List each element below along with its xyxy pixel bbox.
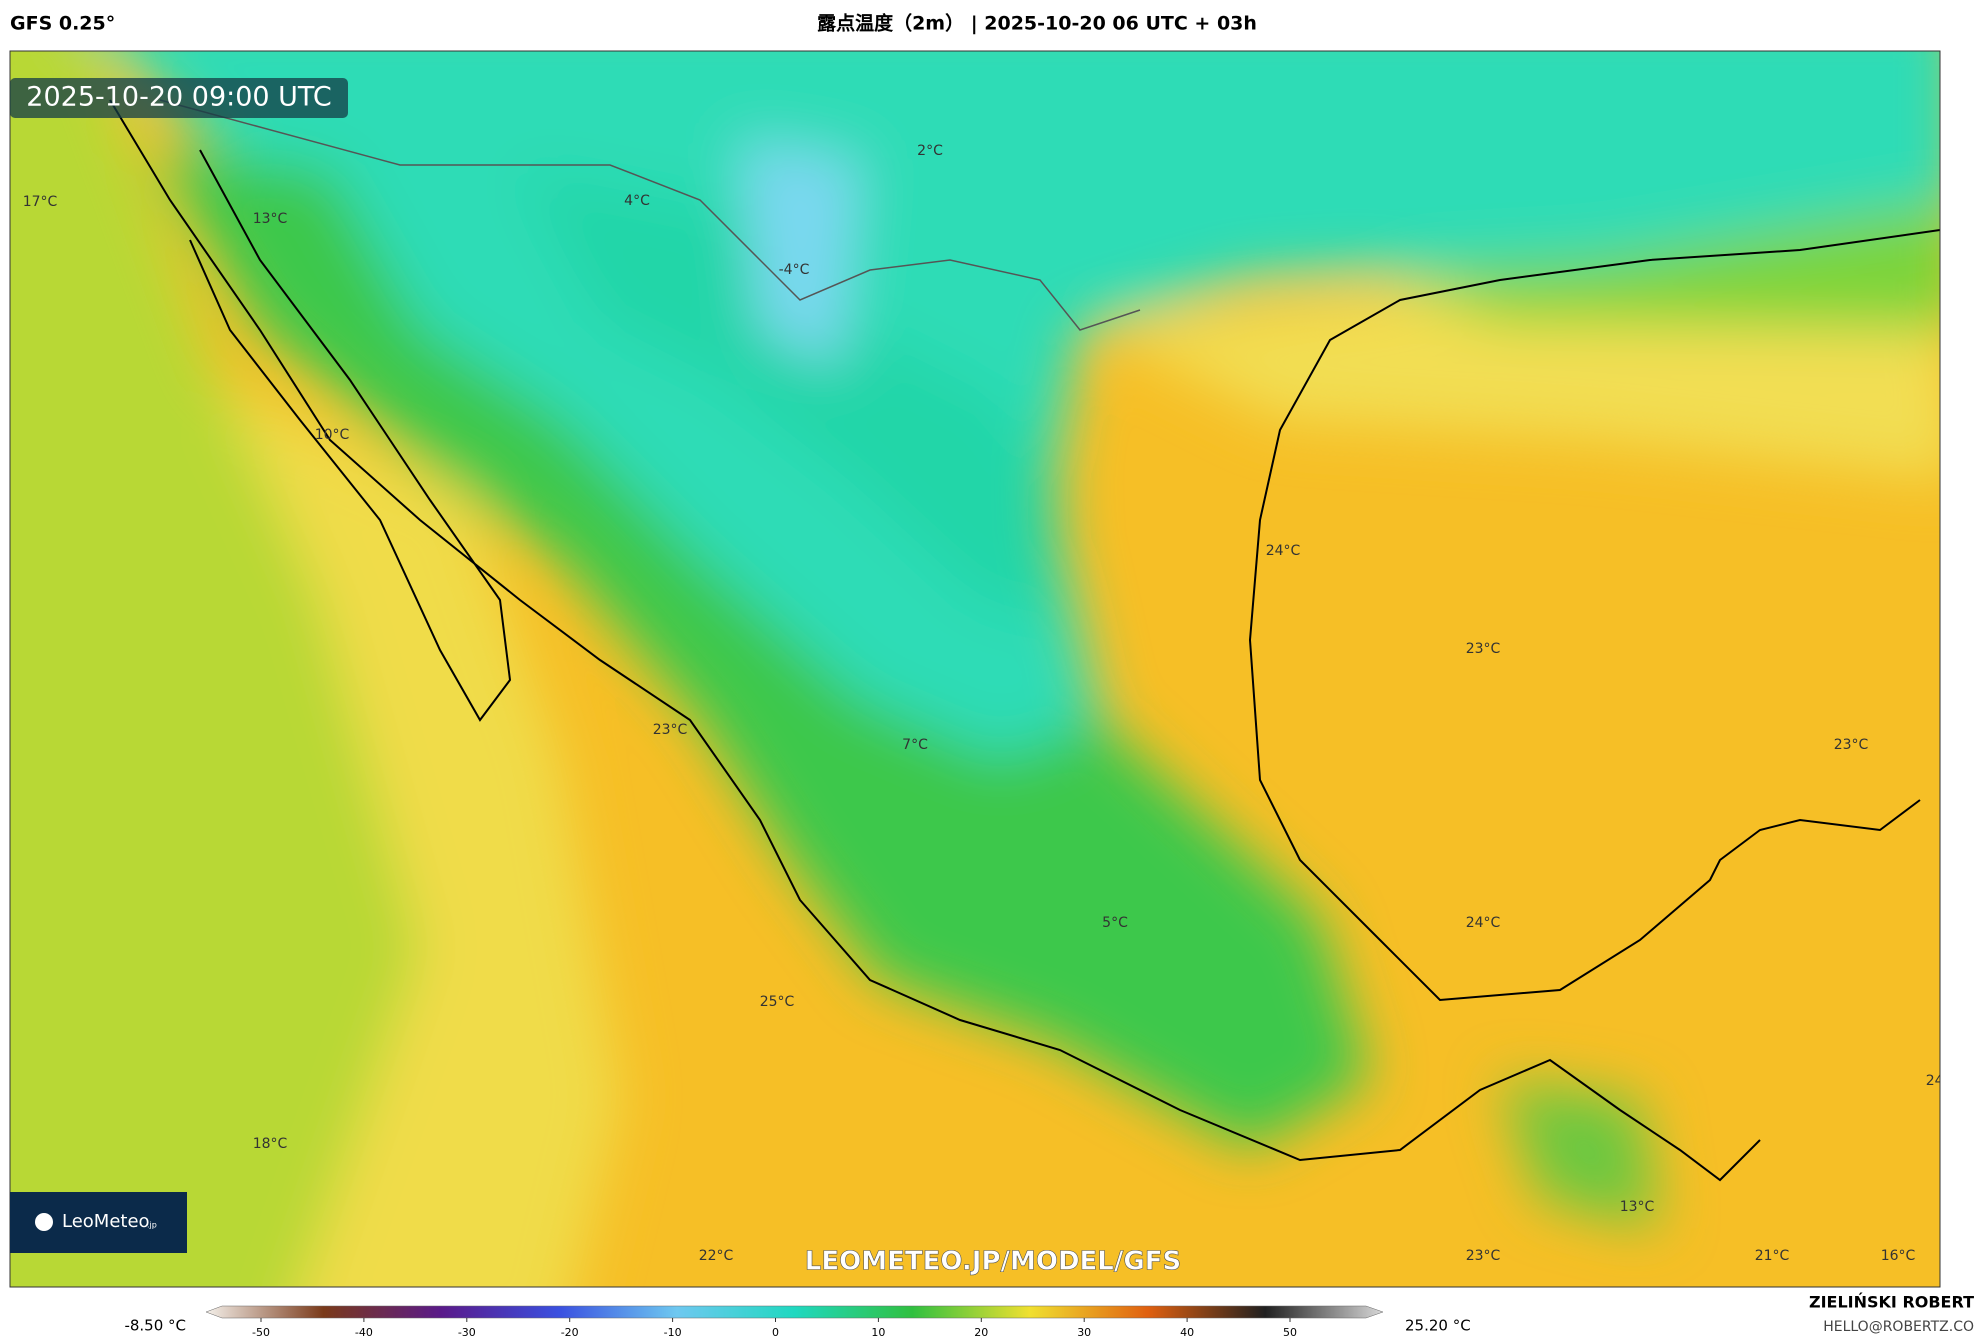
colorbar: -50 -40 -30 -20 -10 0 10 20 30 40 50 xyxy=(205,1305,1384,1339)
logo-suffix: .jp xyxy=(147,1221,157,1230)
map-title: 露点温度（2m） | 2025-10-20 06 UTC + 03h xyxy=(817,12,1257,35)
model-name: GFS 0.25° xyxy=(10,13,115,35)
temp-label: 7°C xyxy=(902,737,928,753)
colorbar-tick-label: -40 xyxy=(355,1326,373,1338)
temp-label: -4°C xyxy=(779,262,810,278)
colorbar-tick-label: -50 xyxy=(252,1326,270,1338)
temp-label: 23°C xyxy=(1466,1248,1501,1264)
temp-label: 17°C xyxy=(23,194,58,210)
email: HELLO@ROBERTZ.CO xyxy=(1823,1319,1974,1335)
min-label: -8.50 °C xyxy=(124,1317,186,1335)
temp-label: 22°C xyxy=(699,1248,734,1264)
temp-label: 10°C xyxy=(315,427,350,443)
colorbar-tick-label: 40 xyxy=(1180,1326,1194,1338)
colorbar-tick-label: 10 xyxy=(871,1326,885,1338)
colorbar-tick-label: -10 xyxy=(664,1326,682,1338)
temp-label: 18°C xyxy=(253,1136,288,1152)
temp-label: 24°C xyxy=(1266,543,1301,559)
colorbar-tick-label: -20 xyxy=(561,1326,579,1338)
temp-label: 16°C xyxy=(1881,1248,1916,1264)
temp-label: 24°C xyxy=(1466,915,1501,931)
timestamp-box xyxy=(10,78,348,118)
temp-label: 24°C xyxy=(1926,1073,1961,1089)
temp-label: 23°C xyxy=(1466,641,1501,657)
watermark: LEOMETEO.JP/MODEL/GFS xyxy=(805,1247,1181,1277)
colorbar-tick-label: -30 xyxy=(458,1326,476,1338)
temp-label: 21°C xyxy=(1755,1248,1790,1264)
colorbar-tick-label: 30 xyxy=(1077,1326,1091,1338)
temp-label: 5°C xyxy=(1102,915,1128,931)
temp-label: 4°C xyxy=(624,193,650,209)
temp-label: 25°C xyxy=(760,994,795,1010)
colorbar-tick-label: 20 xyxy=(974,1326,988,1338)
logo: LeoMeteo xyxy=(62,1211,150,1232)
timestamp: 2025-10-20 09:00 UTC xyxy=(26,82,331,113)
temp-label: 23°C xyxy=(653,722,688,738)
temp-label: 13°C xyxy=(1620,1199,1655,1215)
logo-sun xyxy=(35,1213,53,1231)
temp-label: 13°C xyxy=(253,211,288,227)
colorbar-tick-label: 0 xyxy=(772,1326,779,1338)
colorbar-tick-label: 50 xyxy=(1283,1326,1297,1338)
max-label: 25.20 °C xyxy=(1405,1317,1471,1335)
author: ZIELIŃSKI ROBERT xyxy=(1809,1293,1974,1312)
temp-label: 2°C xyxy=(917,143,943,159)
temp-label: 23°C xyxy=(1834,737,1869,753)
